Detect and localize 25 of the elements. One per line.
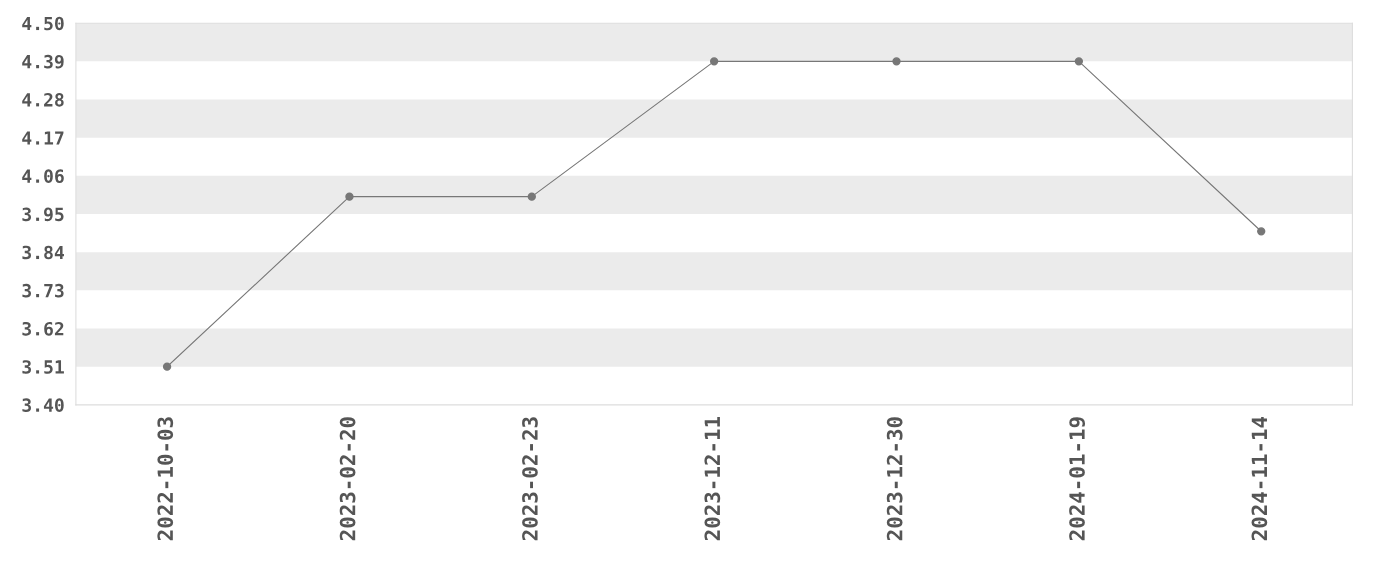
point bbox=[1074, 57, 1084, 66]
y-tick-label: 4.06 bbox=[22, 169, 64, 183]
y-tick-label: 3.84 bbox=[22, 245, 64, 260]
x-tick-label: 2024-01-19 bbox=[1069, 417, 1086, 541]
point bbox=[345, 192, 354, 201]
point bbox=[892, 57, 901, 66]
point bbox=[527, 192, 536, 201]
y-tick-label: 3.51 bbox=[22, 360, 64, 374]
point bbox=[162, 362, 172, 371]
x-tick-label: 2023-02-20 bbox=[339, 417, 356, 541]
x-tick-label: 2023-12-30 bbox=[886, 417, 903, 541]
y-tick-label: 4.39 bbox=[22, 54, 64, 69]
point bbox=[709, 57, 719, 66]
point bbox=[1257, 227, 1266, 236]
y-tick-label: 3.40 bbox=[22, 398, 64, 412]
x-tick-label: 2023-02-23 bbox=[522, 417, 538, 541]
y-tick-label: 4.17 bbox=[22, 131, 64, 145]
y-tick-label: 3.73 bbox=[22, 283, 64, 298]
y-tick-label: 4.28 bbox=[22, 92, 64, 107]
x-tick-label: 2022-10-03 bbox=[157, 417, 174, 541]
x-tick-label: 2023-12-11 bbox=[704, 416, 721, 541]
y-tick-label: 4.50 bbox=[22, 16, 64, 31]
x-tick-label: 2024-11-14 bbox=[1251, 416, 1268, 541]
y-tick-label: 3.95 bbox=[22, 207, 64, 222]
y-tick-label: 3.62 bbox=[22, 321, 64, 336]
